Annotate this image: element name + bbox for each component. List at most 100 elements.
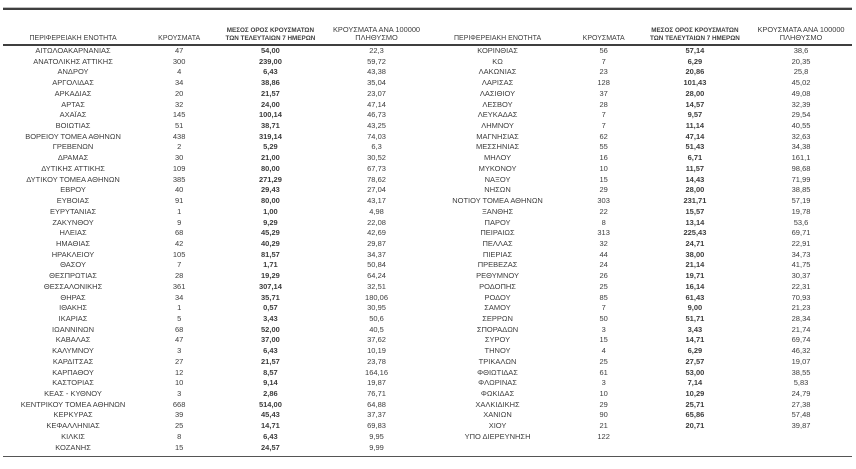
table-row: ΡΟΔΟΥ 85 61,43 70,93 [428, 293, 853, 304]
header-cases-per-100k-line2: ΠΛΗΘΥΣΜΟ [355, 33, 398, 43]
per100k-cell: 161,1 [791, 153, 811, 163]
avg7-cell: 9,14 [263, 378, 278, 388]
cases-cell: 7 [601, 56, 606, 66]
table-row: ΚΕΡΚΥΡΑΣ 39 45,43 37,37 [3, 410, 428, 421]
cases-cell: 3 [601, 324, 606, 334]
avg7-cell: 14,71 [261, 421, 280, 431]
cases-cell: 3 [177, 389, 182, 398]
region-cell: ΖΑΚΥΝΘΟΥ [52, 217, 94, 227]
cases-cell: 91 [174, 196, 184, 206]
region-cell: ΥΠΟ ΔΙΕΡΕΥΝΗΣΗ [464, 431, 531, 441]
region-cell: ΚΕΦΑΛΛΗΝΙΑΣ [46, 421, 100, 431]
cases-cell: 61 [599, 367, 608, 377]
per100k-cell: 64,24 [367, 271, 386, 281]
avg7-cell: 6,43 [263, 67, 278, 77]
region-cell: ΝΑΞΟΥ [484, 174, 511, 184]
avg7-cell: 1,00 [263, 206, 278, 216]
avg7-cell: 40,29 [261, 238, 280, 248]
avg7-cell: 6,43 [263, 346, 278, 356]
avg7-cell: 20,86 [685, 67, 705, 77]
avg7-cell: 6,71 [687, 153, 703, 163]
per100k-cell: 34,38 [791, 142, 811, 152]
cases-cell: 4 [177, 67, 182, 77]
table-row: ΕΥΒΟΙΑΣ 91 80,00 43,17 [3, 196, 428, 207]
header-cases-per-100k-line2: ΠΛΗΘΥΣΜΟ [779, 33, 823, 43]
cases-cell: 47 [174, 46, 184, 55]
per100k-cell: 25,8 [793, 67, 809, 77]
header-cases: ΚΡΟΥΣΜΑΤΑ [158, 35, 201, 42]
cases-cell: 29 [599, 399, 608, 409]
bottom-divider [3, 456, 852, 457]
table-row: ΠΑΡΟΥ 8 13,14 53,6 [428, 218, 853, 229]
avg7-cell: 57,14 [685, 46, 705, 55]
region-cell: ΜΗΛΟΥ [483, 153, 512, 163]
avg7-cell: 8,57 [263, 367, 278, 377]
avg7-cell: 27,57 [685, 356, 705, 366]
table-row: ΑΝΔΡΟΥ 4 6,43 43,38 [3, 67, 428, 78]
table-row: ΦΩΚΙΔΑΣ 10 10,29 24,79 [428, 389, 853, 400]
header-7day-average-line2: ΤΩΝ ΤΕΛΕΥΤΑΙΩΝ 7 ΗΜΕΡΩΝ [225, 35, 316, 42]
per100k-cell: 45,02 [791, 78, 811, 88]
region-cell: ΛΗΜΝΟΥ [481, 121, 514, 131]
cases-cell: 21 [599, 421, 608, 431]
header-region: ΠΕΡΙΦΕΡΕΙΑΚΗ ΕΝΟΤΗΤΑ [453, 35, 542, 42]
table-row: ΧΑΛΚΙΔΙΚΗΣ 29 25,71 27,38 [428, 400, 853, 411]
cases-cell: 68 [174, 228, 184, 238]
cases-cell: 25 [174, 421, 184, 431]
header-region: ΠΕΡΙΦΕΡΕΙΑΚΗ ΕΝΟΤΗΤΑ [29, 35, 117, 42]
cases-cell: 8 [601, 217, 606, 227]
avg7-cell: 225,43 [683, 228, 707, 238]
per100k-cell: 41,75 [791, 260, 811, 270]
region-cell: ΗΜΑΘΙΑΣ [56, 238, 91, 248]
table-row: ΙΚΑΡΙΑΣ 5 3,43 50,6 [3, 314, 428, 325]
cases-cell: 10 [599, 389, 608, 398]
avg7-cell: 11,57 [685, 163, 705, 173]
cases-cell: 10 [174, 378, 184, 388]
avg7-cell: 29,43 [261, 185, 280, 195]
region-cell: ΠΕΛΛΑΣ [482, 238, 513, 248]
cases-cell: 85 [599, 292, 608, 302]
per100k-cell: 30,37 [791, 271, 811, 281]
cases-cell: 7 [601, 303, 606, 313]
per100k-cell: 57,48 [791, 410, 811, 420]
per100k-cell: 47,14 [367, 99, 386, 109]
cases-cell: 34 [174, 292, 184, 302]
cases-cell: 42 [174, 238, 184, 248]
table-row: ΒΟΙΩΤΙΑΣ 51 38,71 43,25 [3, 121, 428, 132]
region-cell: ΚΕΝΤΡΙΚΟΥ ΤΟΜΕΑ ΑΘΗΝΩΝ [20, 399, 126, 409]
region-cell: ΜΑΓΝΗΣΙΑΣ [476, 131, 519, 141]
region-cell: ΙΚΑΡΙΑΣ [58, 313, 88, 323]
table-row: ΡΕΘΥΜΝΟΥ 26 19,71 30,37 [428, 271, 853, 282]
per100k-cell: 164,16 [365, 367, 388, 377]
per100k-cell: 64,88 [367, 399, 386, 409]
avg7-cell: 6,29 [687, 56, 703, 66]
avg7-cell: 38,71 [261, 121, 280, 131]
avg7-cell: 13,14 [685, 217, 705, 227]
per100k-cell: 23,07 [367, 88, 386, 98]
cases-cell: 313 [597, 228, 610, 238]
region-cell: ΑΝΑΤΟΛΙΚΗΣ ΑΤΤΙΚΗΣ [33, 56, 113, 66]
table-row: ΣΑΜΟΥ 7 9,00 21,23 [428, 303, 853, 314]
cases-cell: 8 [177, 431, 182, 441]
region-cell: ΣΠΟΡΑΔΩΝ [476, 324, 519, 334]
cases-cell: 300 [172, 56, 186, 66]
cases-cell: 1 [177, 303, 182, 313]
region-cell: ΔΥΤΙΚΗΣ ΑΤΤΙΚΗΣ [41, 163, 105, 173]
region-cell: ΛΕΥΚΑΔΑΣ [477, 110, 518, 120]
avg7-cell: 20,71 [685, 421, 705, 431]
cases-cell: 7 [601, 110, 606, 120]
region-cell: ΗΡΑΚΛΕΙΟΥ [51, 249, 95, 259]
cases-cell: 27 [174, 356, 184, 366]
region-cell: ΜΕΣΣΗΝΙΑΣ [476, 142, 520, 152]
table-row: ΚΟΖΑΝΗΣ 15 24,57 9,99 [3, 443, 428, 454]
avg7-cell: 61,43 [685, 292, 705, 302]
cases-cell: 668 [172, 399, 186, 409]
table-body-left: ΑΙΤΩΛΟΑΚΑΡΝΑΝΙΑΣ 47 54,00 22,3 ΑΝΑΤΟΛΙΚΗΣ ΑΤ… [3, 46, 428, 453]
region-cell: ΗΛΕΙΑΣ [59, 228, 87, 238]
region-cell: ΣΥΡΟΥ [484, 335, 511, 345]
region-cell: ΑΧΑΪΑΣ [59, 110, 87, 120]
region-cell: ΞΑΝΘΗΣ [481, 206, 514, 216]
avg7-cell: 54,00 [261, 46, 280, 55]
avg7-cell: 0,57 [263, 303, 278, 313]
cases-cell: 20 [174, 88, 184, 98]
